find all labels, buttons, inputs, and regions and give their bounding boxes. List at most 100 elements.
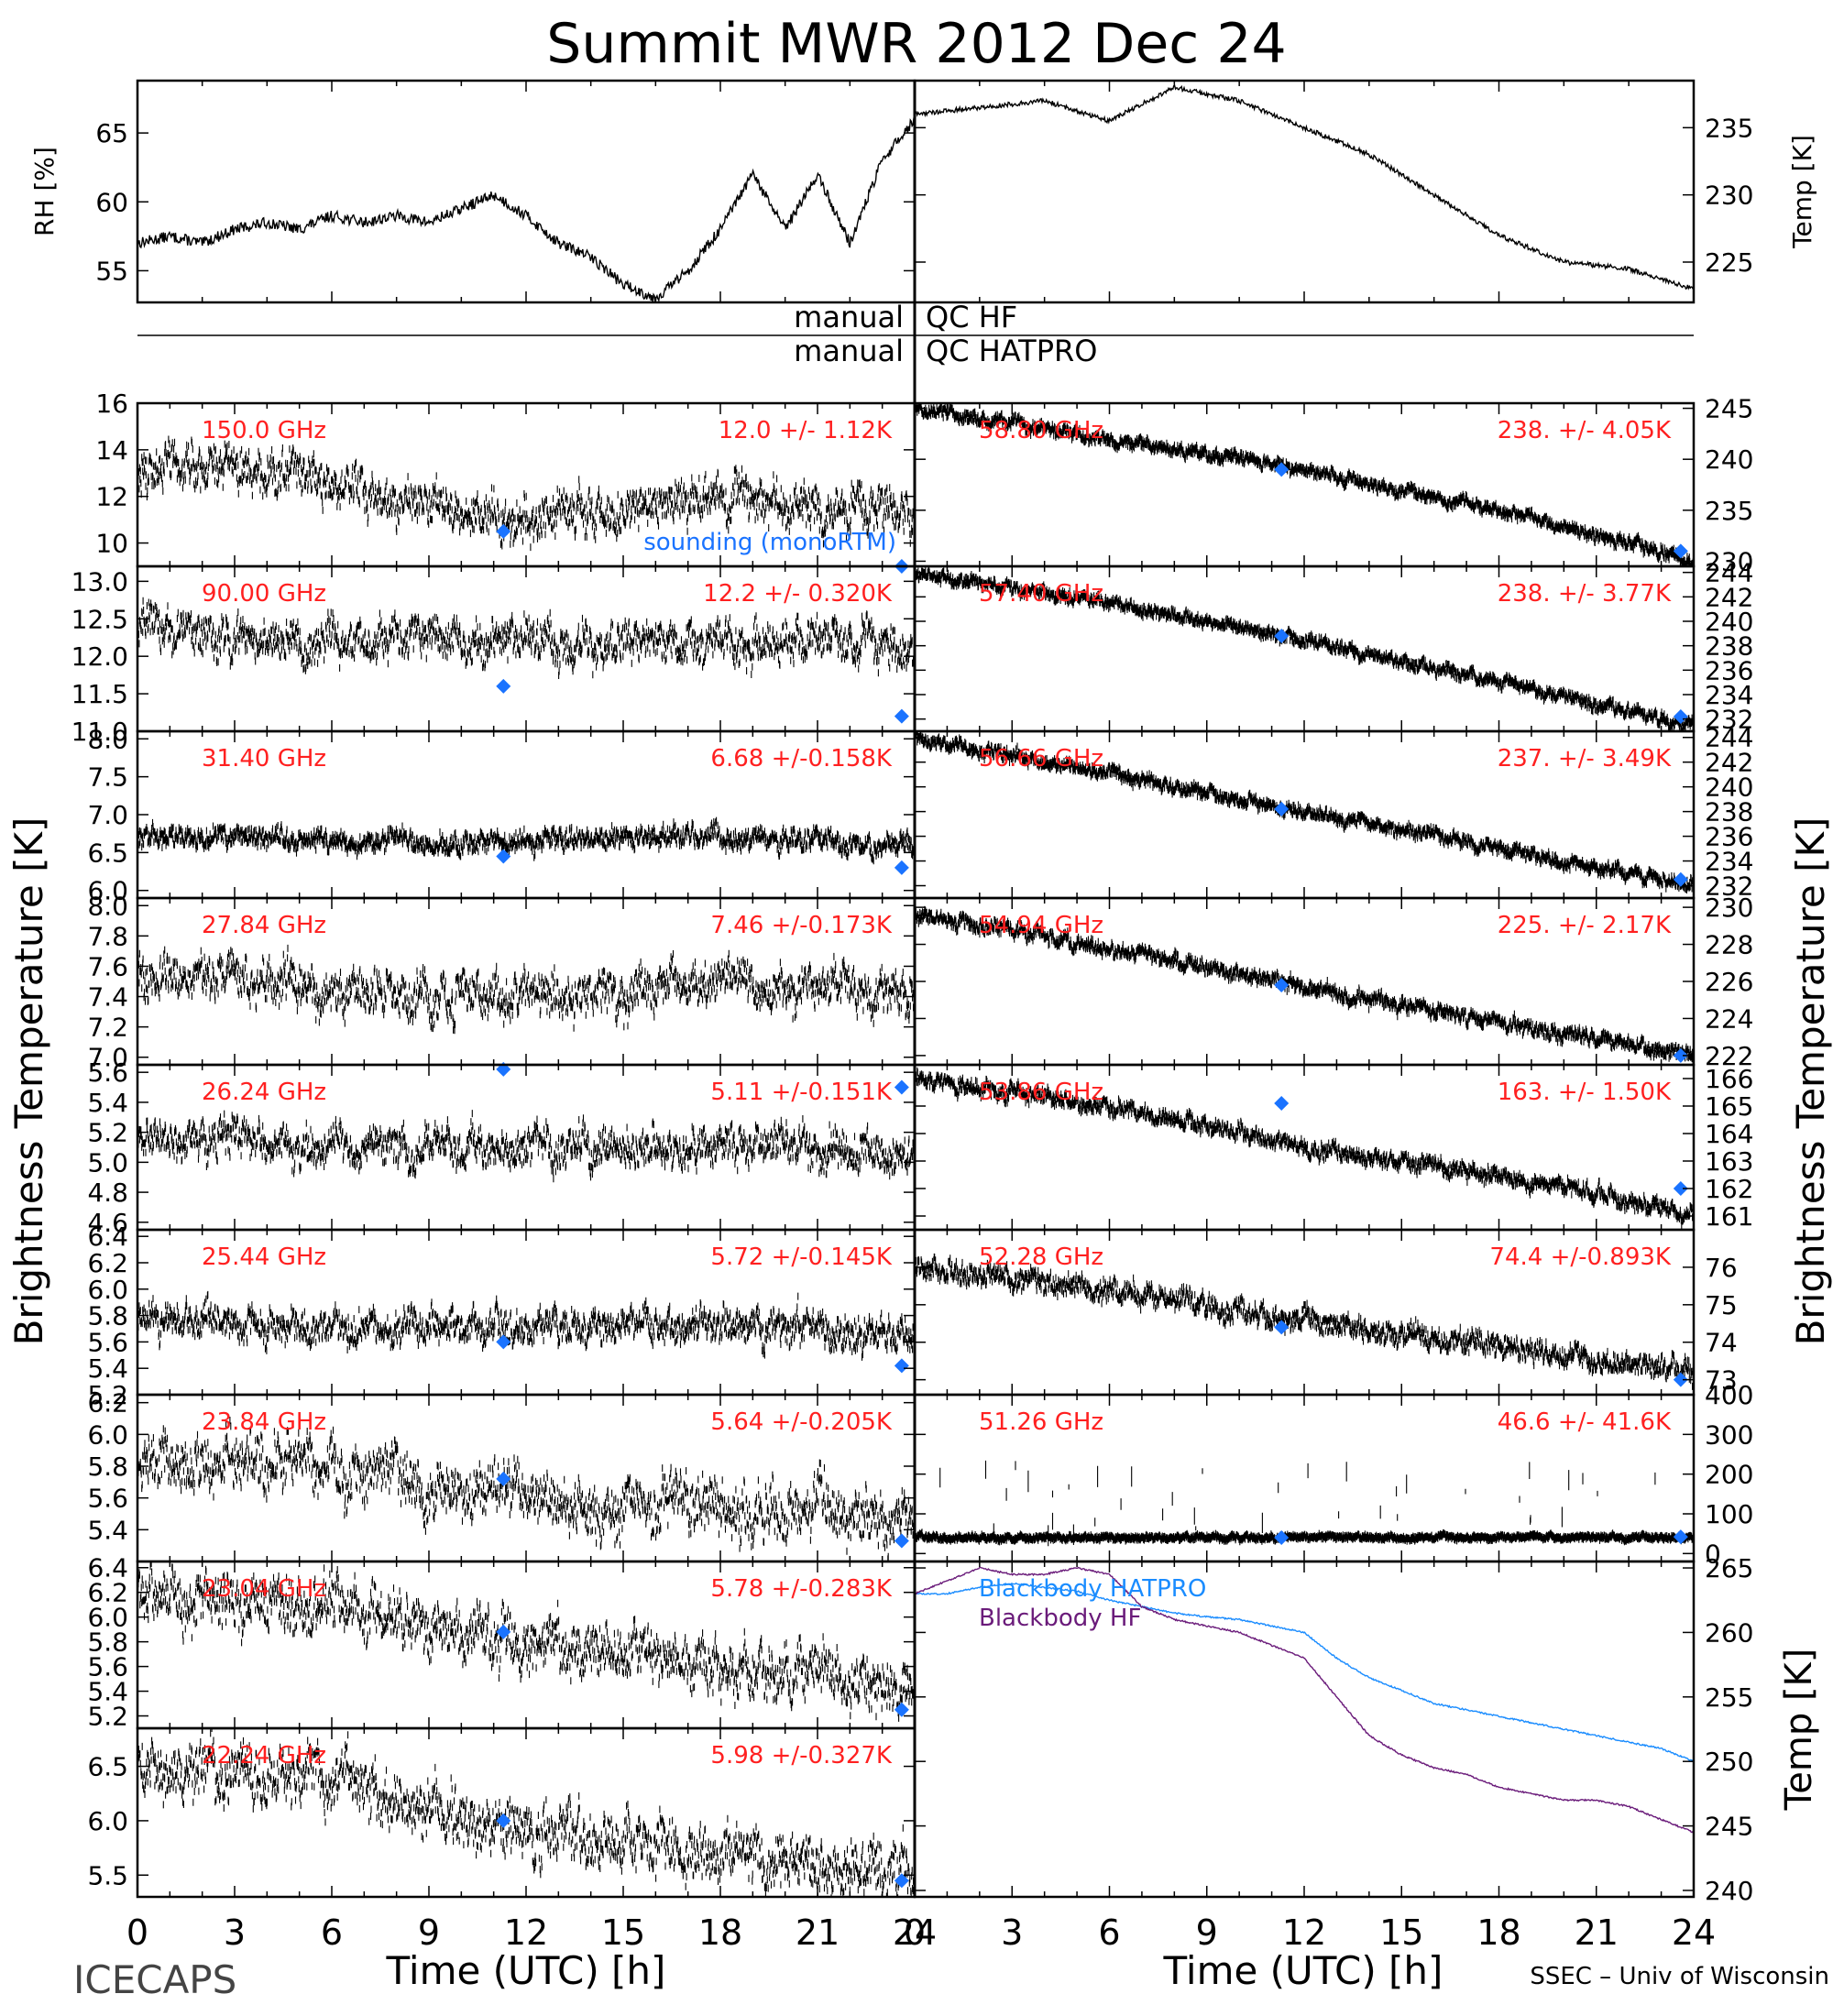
sounding-point — [496, 1624, 511, 1639]
panel-ch2224: 22.24 GHz 5.98 +/-0.327K 5.5 6.0 6.5 — [87, 1726, 916, 1899]
legend-0: Blackbody HATPRO — [979, 1575, 1206, 1603]
panel-ch5228: 52.28 GHz 74.4 +/-0.893K 73 74 75 76 — [913, 1228, 1738, 1397]
trace-ch5800 — [915, 403, 1694, 566]
y-tick-label: 5.0 — [87, 1147, 128, 1178]
y-tick-label: 245 — [1705, 1812, 1753, 1842]
trace-ch5740 — [915, 566, 1694, 731]
y-tick-label: 260 — [1705, 1617, 1753, 1648]
sounding-point — [1274, 629, 1290, 643]
sounding-point — [1274, 462, 1290, 477]
y-axis-label-temp_air: Temp [K] — [1787, 135, 1817, 249]
panel-ch5800: 58.80 GHz 238. +/- 4.05K 230 235 240 245 — [913, 394, 1753, 576]
y-tick-label: 236 — [1705, 655, 1753, 685]
x-tick-label: 18 — [1476, 1912, 1520, 1953]
data-ch2784 — [137, 944, 915, 1035]
y-tick-label: 238 — [1705, 631, 1753, 662]
trace-ch5386 — [915, 1067, 1694, 1230]
trace-ch2784 — [137, 944, 915, 1035]
data-rh — [137, 117, 915, 302]
frequency-label: 23.84 GHz — [202, 1408, 326, 1436]
y-tick-label: 6.0 — [87, 876, 128, 906]
sounding-point — [496, 523, 511, 539]
sounding-point — [1673, 709, 1688, 724]
data-ch3140 — [137, 816, 915, 865]
y-tick-label: 228 — [1705, 930, 1753, 960]
right-axis-label: Brightness Temperature [K] — [1788, 817, 1833, 1346]
sounding-point — [496, 1813, 511, 1828]
sounding-point — [894, 1533, 909, 1549]
frequency-label: 25.44 GHz — [202, 1244, 326, 1271]
sounding-point — [1274, 1320, 1290, 1335]
y-tick-label: 166 — [1705, 1064, 1753, 1094]
frequency-label: 56.66 GHz — [979, 745, 1103, 772]
y-tick-label: 12.0 — [71, 641, 128, 672]
y-tick-label: 244 — [1705, 723, 1753, 753]
y-tick-label: 4.6 — [87, 1208, 128, 1238]
y-tick-label: 6.0 — [87, 1419, 128, 1450]
y-tick-label: 244 — [1705, 558, 1753, 588]
y-tick-label: 12.5 — [71, 604, 128, 634]
sounding-point — [1274, 1096, 1290, 1111]
sounding-point — [1274, 801, 1290, 816]
y-tick-label: 6.2 — [87, 1388, 128, 1419]
panel-ch2784: 27.84 GHz 7.46 +/-0.173K 7.07.27.47.67.88.… — [87, 891, 916, 1073]
frequency-label: 53.86 GHz — [979, 1079, 1103, 1106]
stats-label: 5.64 +/-0.205K — [710, 1408, 893, 1436]
data-ch5800 — [915, 403, 1694, 566]
frequency-label: 23.04 GHz — [202, 1575, 326, 1603]
sounding-point — [1673, 871, 1688, 887]
panel-ch90: 90.00 GHz 12.2 +/- 0.320K 11.0 11.5 12.0 12.5… — [71, 564, 916, 747]
y-tick-label: 5.8 — [87, 1301, 128, 1331]
panel-ch5740: 57.40 GHz 238. +/- 3.77K23223423623824024… — [913, 558, 1753, 735]
y-tick-label: 6.4 — [87, 1222, 128, 1252]
qc-label-hatpro: QC HATPRO — [926, 334, 1097, 368]
qc-label-hf: QC HF — [926, 300, 1017, 334]
sounding-point — [1673, 1181, 1688, 1196]
panel-ch5386: 53.86 GHz 163. +/- 1.50K 16116216316416516… — [913, 1063, 1753, 1232]
x-tick-label: 24 — [1672, 1912, 1716, 1953]
frame-temp_air — [913, 79, 1696, 304]
y-tick-label: 265 — [1705, 1553, 1753, 1583]
y-tick-label: 235 — [1705, 496, 1753, 526]
y-tick-label: 73 — [1705, 1365, 1738, 1396]
y-tick-label: 5.4 — [87, 1515, 128, 1545]
y-tick-label: 238 — [1705, 797, 1753, 827]
x-tick-label: 9 — [1196, 1912, 1218, 1953]
y-tick-label: 226 — [1705, 967, 1753, 997]
x-tick-label: 6 — [1098, 1912, 1120, 1953]
x-tick-label: 6 — [321, 1912, 343, 1953]
y-tick-label: 300 — [1705, 1419, 1753, 1450]
stats-label: 237. +/- 3.49K — [1498, 745, 1672, 772]
y-tick-label: 8.0 — [87, 891, 128, 921]
y-tick-label: 232 — [1705, 871, 1753, 902]
x-tick-label: 12 — [1282, 1912, 1326, 1953]
x-tick-label: 24 — [893, 1912, 937, 1953]
stats-label: 12.2 +/- 0.320K — [703, 580, 893, 608]
stats-label: 5.98 +/-0.327K — [710, 1742, 893, 1769]
y-tick-label: 5.6 — [87, 1327, 128, 1357]
stats-label: 74.4 +/-0.893K — [1489, 1244, 1672, 1271]
y-tick-label: 230 — [1705, 181, 1753, 211]
y-tick-label: 165 — [1705, 1091, 1753, 1122]
frequency-label: 52.28 GHz — [979, 1244, 1103, 1271]
y-tick-label: 74 — [1705, 1328, 1738, 1358]
x-tick-label: 3 — [1001, 1912, 1023, 1953]
y-tick-label: 222 — [1705, 1041, 1753, 1071]
y-tick-label: 5.8 — [87, 1452, 128, 1482]
frame-rh — [136, 79, 916, 304]
y-tick-label: 5.8 — [87, 1627, 128, 1658]
stats-label: 5.78 +/-0.283K — [710, 1575, 893, 1603]
sounding-point — [1673, 1372, 1688, 1387]
data-temp_air — [915, 84, 1694, 290]
y-tick-label: 5.6 — [87, 1652, 128, 1682]
y-tick-label: 8.0 — [87, 724, 128, 754]
frequency-label: 90.00 GHz — [202, 580, 326, 608]
line-blackbody-1 — [915, 1566, 1694, 1834]
y-tick-label: 14 — [95, 435, 128, 466]
x-axis-label-right: Time (UTC) [h] — [1163, 1948, 1443, 1993]
y-tick-label: 65 — [95, 118, 128, 148]
x-axis-label-left: Time (UTC) [h] — [386, 1948, 666, 1993]
panel-ch150: 150.0 GHz 12.0 +/- 1.12K sounding (monoRTM… — [95, 389, 916, 574]
frequency-label: 51.26 GHz — [979, 1408, 1103, 1436]
x-tick-label: 15 — [1379, 1912, 1423, 1953]
